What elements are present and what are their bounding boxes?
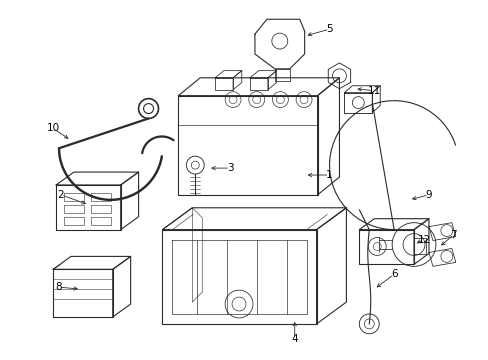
Text: 2: 2 [58, 190, 64, 200]
Text: 7: 7 [449, 230, 456, 239]
Text: 3: 3 [226, 163, 233, 173]
Text: 12: 12 [416, 234, 430, 244]
Text: 1: 1 [325, 170, 332, 180]
Text: 5: 5 [325, 24, 332, 34]
Text: 4: 4 [291, 334, 297, 344]
Text: 6: 6 [390, 269, 397, 279]
Text: 9: 9 [425, 190, 431, 200]
Text: 8: 8 [56, 282, 62, 292]
Text: 11: 11 [367, 86, 380, 96]
Text: 10: 10 [46, 123, 60, 134]
